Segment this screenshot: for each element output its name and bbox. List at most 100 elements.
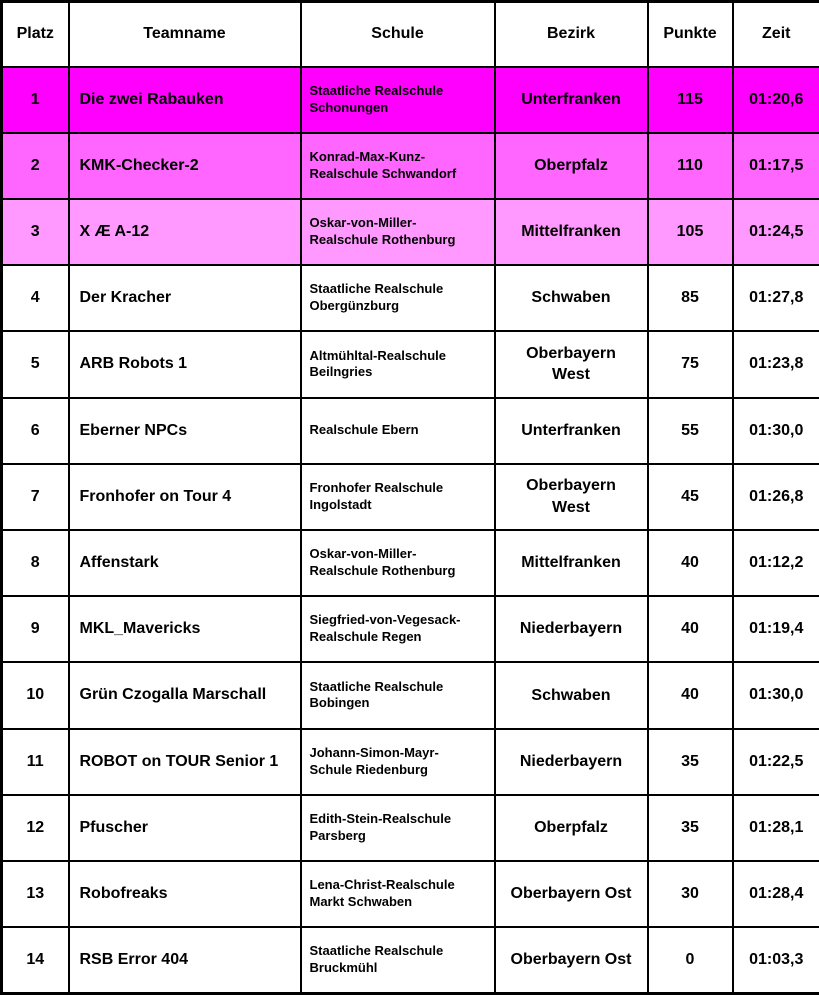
table-row: 2 KMK-Checker-2 Konrad-Max-Kunz- Realschul… xyxy=(0,131,819,200)
table-row: 4 Der Kracher Staatliche Realschule Obergü… xyxy=(0,264,819,333)
points-cell: 35 xyxy=(646,793,734,862)
column-header-punkte: Punkte xyxy=(646,0,734,68)
teamname-cell: Fronhofer on Tour 4 xyxy=(67,462,302,531)
teamname-cell: X Æ A-12 xyxy=(67,197,302,267)
district-cell: Oberpfalz xyxy=(493,793,649,862)
table-row: 6 Eberner NPCs Realschule Ebern Unterfranke… xyxy=(0,396,819,465)
points-cell: 0 xyxy=(646,926,734,995)
points-cell: 40 xyxy=(646,661,734,730)
points-cell: 105 xyxy=(646,197,734,267)
school-cell: Altmühltal-Realschule Beilngries xyxy=(299,330,496,399)
teamname-cell: Eberner NPCs xyxy=(67,396,302,465)
school-cell: Fronhofer Realschule Ingolstadt xyxy=(299,462,496,531)
school-cell: Oskar-von-Miller- Realschule Rothenburg xyxy=(299,197,496,267)
time-cell: 01:24,5 xyxy=(731,197,819,267)
column-header-zeit: Zeit xyxy=(731,0,819,68)
table-row: 7 Fronhofer on Tour 4 Fronhofer Realschule… xyxy=(0,462,819,531)
table-row: 9 MKL_Mavericks Siegfried-von-Vegesack- Re… xyxy=(0,595,819,664)
rank-cell: 3 xyxy=(0,197,70,267)
table-row: 13 Robofreaks Lena-Christ-Realschule Markt… xyxy=(0,859,819,929)
teamname-cell: ARB Robots 1 xyxy=(67,330,302,399)
district-cell: Niederbayern xyxy=(493,727,649,796)
district-cell: Oberpfalz xyxy=(493,131,649,200)
column-header-platz: Platz xyxy=(0,0,70,68)
rank-cell: 9 xyxy=(0,595,70,664)
time-cell: 01:30,0 xyxy=(731,396,819,465)
points-cell: 30 xyxy=(646,859,734,929)
time-cell: 01:17,5 xyxy=(731,131,819,200)
time-cell: 01:19,4 xyxy=(731,595,819,664)
district-cell: Oberbayern Ost xyxy=(493,926,649,995)
table-header: Platz Teamname Schule Bezirk Punkte Zeit xyxy=(0,0,819,68)
teamname-cell: Robofreaks xyxy=(67,859,302,929)
time-cell: 01:28,4 xyxy=(731,859,819,929)
time-cell: 01:26,8 xyxy=(731,462,819,531)
table-row: 11 ROBOT on TOUR Senior 1 Johann-Simon-May… xyxy=(0,727,819,796)
teamname-cell: Pfuscher xyxy=(67,793,302,862)
school-cell: Edith-Stein-Realschule Parsberg xyxy=(299,793,496,862)
points-cell: 45 xyxy=(646,462,734,531)
district-cell: Oberbayern Ost xyxy=(493,859,649,929)
district-cell: Unterfranken xyxy=(493,396,649,465)
teamname-cell: Der Kracher xyxy=(67,264,302,333)
rank-cell: 13 xyxy=(0,859,70,929)
rank-cell: 14 xyxy=(0,926,70,995)
school-cell: Johann-Simon-Mayr- Schule Riedenburg xyxy=(299,727,496,796)
rank-cell: 1 xyxy=(0,65,70,134)
school-cell: Staatliche Realschule Bruckmühl xyxy=(299,926,496,995)
rank-cell: 4 xyxy=(0,264,70,333)
header-row: Platz Teamname Schule Bezirk Punkte Zeit xyxy=(0,0,819,68)
school-cell: Lena-Christ-Realschule Markt Schwaben xyxy=(299,859,496,929)
table-row: 10 Grün Czogalla Marschall Staatliche Real… xyxy=(0,661,819,730)
teamname-cell: Die zwei Rabauken xyxy=(67,65,302,134)
district-cell: Mittelfranken xyxy=(493,528,649,598)
points-cell: 40 xyxy=(646,528,734,598)
school-cell: Oskar-von-Miller- Realschule Rothenburg xyxy=(299,528,496,598)
time-cell: 01:20,6 xyxy=(731,65,819,134)
school-cell: Staatliche Realschule Schonungen xyxy=(299,65,496,134)
district-cell: Niederbayern xyxy=(493,595,649,664)
school-cell: Staatliche Realschule Bobingen xyxy=(299,661,496,730)
points-cell: 75 xyxy=(646,330,734,399)
time-cell: 01:30,0 xyxy=(731,661,819,730)
column-header-schule: Schule xyxy=(299,0,496,68)
points-cell: 55 xyxy=(646,396,734,465)
district-cell: Unterfranken xyxy=(493,65,649,134)
district-cell: Schwaben xyxy=(493,264,649,333)
district-cell: Mittelfranken xyxy=(493,197,649,267)
rank-cell: 2 xyxy=(0,131,70,200)
points-cell: 115 xyxy=(646,65,734,134)
district-cell: Oberbayern West xyxy=(493,462,649,531)
teamname-cell: Grün Czogalla Marschall xyxy=(67,661,302,730)
teamname-cell: ROBOT on TOUR Senior 1 xyxy=(67,727,302,796)
school-cell: Staatliche Realschule Obergünzburg xyxy=(299,264,496,333)
rank-cell: 12 xyxy=(0,793,70,862)
rank-cell: 10 xyxy=(0,661,70,730)
district-cell: Oberbayern West xyxy=(493,330,649,399)
time-cell: 01:28,1 xyxy=(731,793,819,862)
table-row: 5 ARB Robots 1 Altmühltal-Realschule Beiln… xyxy=(0,330,819,399)
rank-cell: 6 xyxy=(0,396,70,465)
school-cell: Realschule Ebern xyxy=(299,396,496,465)
teamname-cell: KMK-Checker-2 xyxy=(67,131,302,200)
table-row: 12 Pfuscher Edith-Stein-Realschule Parsber… xyxy=(0,793,819,862)
table-body: 1 Die zwei Rabauken Staatliche Realschule … xyxy=(0,65,819,995)
teamname-cell: RSB Error 404 xyxy=(67,926,302,995)
district-cell: Schwaben xyxy=(493,661,649,730)
rank-cell: 5 xyxy=(0,330,70,399)
time-cell: 01:12,2 xyxy=(731,528,819,598)
points-cell: 35 xyxy=(646,727,734,796)
points-cell: 40 xyxy=(646,595,734,664)
teamname-cell: MKL_Mavericks xyxy=(67,595,302,664)
points-cell: 110 xyxy=(646,131,734,200)
rank-cell: 8 xyxy=(0,528,70,598)
teamname-cell: Affenstark xyxy=(67,528,302,598)
rank-cell: 7 xyxy=(0,462,70,531)
time-cell: 01:03,3 xyxy=(731,926,819,995)
column-header-bezirk: Bezirk xyxy=(493,0,649,68)
rank-cell: 11 xyxy=(0,727,70,796)
points-cell: 85 xyxy=(646,264,734,333)
school-cell: Siegfried-von-Vegesack- Realschule Regen xyxy=(299,595,496,664)
table-row: 8 Affenstark Oskar-von-Miller- Realschule … xyxy=(0,528,819,598)
